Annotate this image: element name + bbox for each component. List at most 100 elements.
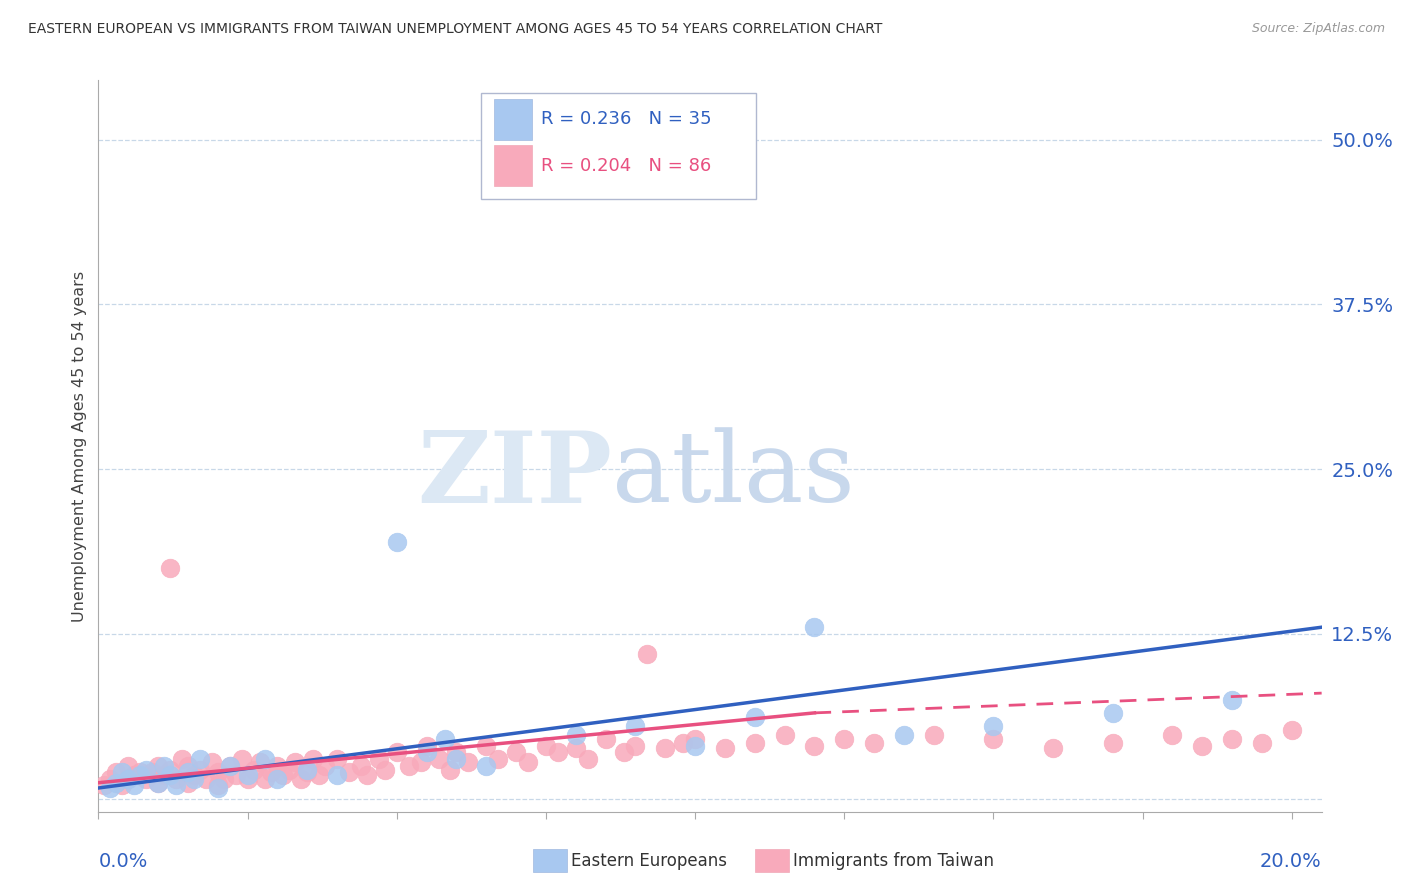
Point [212, 772, 235, 786]
Point [744, 736, 766, 750]
Point [284, 755, 307, 769]
Point [547, 746, 569, 760]
Point [385, 534, 408, 549]
Point [194, 772, 217, 786]
Point [135, 772, 157, 786]
Point [122, 778, 145, 792]
Point [170, 752, 193, 766]
Point [111, 765, 134, 780]
Point [486, 752, 509, 766]
Point [803, 620, 825, 634]
Point [242, 763, 264, 777]
Point [565, 728, 588, 742]
Point [207, 778, 229, 792]
Point [111, 778, 134, 792]
Point [1161, 728, 1184, 742]
Point [415, 746, 437, 760]
Point [565, 741, 588, 756]
Point [433, 732, 456, 747]
Point [98, 780, 121, 795]
Point [236, 772, 259, 786]
Point [260, 765, 283, 780]
Point [290, 772, 312, 786]
Point [188, 752, 211, 766]
Point [356, 768, 378, 782]
Text: R = 0.236   N = 35: R = 0.236 N = 35 [541, 111, 711, 128]
Point [165, 772, 187, 786]
Point [595, 732, 617, 747]
Point [201, 755, 224, 769]
Point [1191, 739, 1213, 753]
Text: Immigrants from Taiwan: Immigrants from Taiwan [793, 852, 994, 870]
Point [398, 758, 420, 772]
Point [159, 561, 181, 575]
Point [983, 719, 1005, 733]
Point [207, 765, 229, 780]
Point [218, 758, 240, 772]
Point [146, 775, 169, 789]
Point [1101, 706, 1123, 720]
Point [773, 728, 796, 742]
Point [427, 752, 450, 766]
Point [159, 768, 181, 782]
Point [153, 758, 176, 772]
Point [273, 768, 295, 782]
Point [254, 752, 277, 766]
Point [505, 746, 527, 760]
Text: ZIP: ZIP [418, 426, 612, 524]
Point [93, 778, 115, 792]
Point [207, 780, 229, 795]
Point [1101, 736, 1123, 750]
Point [146, 775, 169, 789]
Point [409, 755, 432, 769]
Point [744, 710, 766, 724]
Point [446, 752, 468, 766]
Point [415, 739, 437, 753]
Point [714, 741, 737, 756]
Point [367, 752, 389, 766]
Point [183, 772, 205, 786]
Point [297, 765, 319, 780]
Point [475, 758, 498, 772]
Point [308, 768, 330, 782]
Point [183, 768, 205, 782]
Point [153, 768, 176, 782]
Point [129, 768, 152, 782]
Point [636, 647, 658, 661]
Text: atlas: atlas [612, 427, 855, 523]
Point [177, 775, 200, 789]
Point [236, 768, 259, 782]
Point [654, 741, 676, 756]
Point [225, 768, 247, 782]
Point [117, 758, 139, 772]
Text: Eastern Europeans: Eastern Europeans [571, 852, 727, 870]
Point [1251, 736, 1274, 750]
Point [446, 746, 468, 760]
Point [249, 755, 271, 769]
Text: Source: ZipAtlas.com: Source: ZipAtlas.com [1251, 22, 1385, 36]
Point [1220, 732, 1243, 747]
Y-axis label: Unemployment Among Ages 45 to 54 years: Unemployment Among Ages 45 to 54 years [72, 270, 87, 622]
Point [141, 765, 163, 780]
Text: 20.0%: 20.0% [1260, 852, 1322, 871]
Point [326, 768, 349, 782]
Point [266, 758, 288, 772]
Point [624, 719, 647, 733]
Point [457, 755, 479, 769]
Text: EASTERN EUROPEAN VS IMMIGRANTS FROM TAIWAN UNEMPLOYMENT AMONG AGES 45 TO 54 YEAR: EASTERN EUROPEAN VS IMMIGRANTS FROM TAIW… [28, 22, 883, 37]
Point [297, 763, 319, 777]
Point [326, 752, 349, 766]
Point [1042, 741, 1064, 756]
Point [314, 758, 336, 772]
Point [278, 763, 301, 777]
Text: 0.0%: 0.0% [98, 852, 148, 871]
Point [374, 763, 396, 777]
Point [683, 739, 706, 753]
Point [302, 752, 325, 766]
Point [231, 752, 253, 766]
Point [350, 758, 373, 772]
Point [117, 772, 139, 786]
Point [146, 758, 169, 772]
Point [159, 763, 181, 777]
Point [218, 758, 240, 772]
